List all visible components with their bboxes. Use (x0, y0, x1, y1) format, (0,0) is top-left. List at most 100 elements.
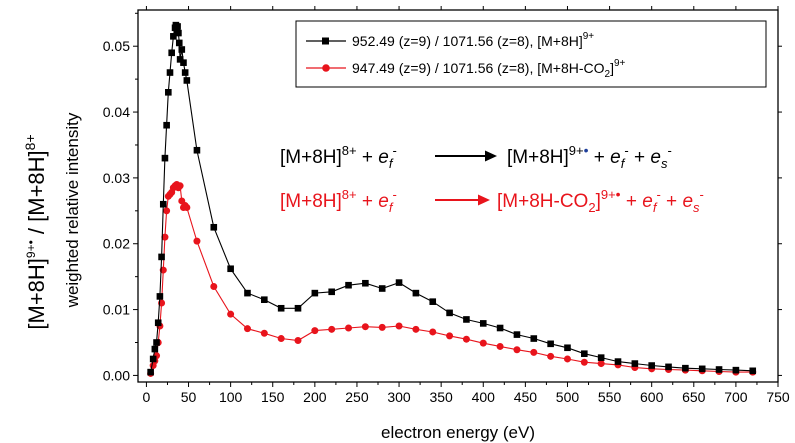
x-tick-label: 350 (429, 389, 453, 405)
x-tick-label: 50 (181, 389, 197, 405)
data-point (361, 323, 369, 331)
data-point (513, 346, 521, 354)
legend-marker-black (322, 37, 329, 45)
data-point (294, 337, 302, 345)
x-tick-label: 750 (766, 389, 790, 405)
data-point (597, 354, 605, 361)
data-point (513, 331, 521, 338)
data-point (547, 340, 554, 348)
data-point (732, 366, 740, 374)
data-point (446, 332, 454, 340)
annotation1-right: [M+8H]9+• + ef- + es- (507, 142, 672, 171)
data-point (378, 285, 386, 292)
data-point (159, 200, 167, 208)
data-point (227, 265, 234, 273)
x-tick-label: 700 (724, 389, 748, 405)
legend-label-red: 947.49 (z=9) / 1071.56 (z=8), [M+8H-CO2]… (352, 58, 626, 80)
annotation2-right: [M+8H-CO2]9+• + ef- + es- (497, 186, 704, 215)
data-point (412, 325, 420, 333)
data-point (395, 322, 403, 330)
data-point (597, 360, 605, 368)
data-point (328, 325, 336, 333)
data-point (174, 23, 181, 30)
data-point (682, 364, 689, 372)
legend: 952.49 (z=9) / 1071.56 (z=8), [M+8H]9+ 9… (295, 20, 767, 88)
data-point (294, 304, 302, 312)
data-point (530, 348, 538, 356)
data-point (698, 365, 706, 373)
legend-label-red-tail: ] (610, 60, 614, 76)
data-point (395, 279, 403, 286)
data-point (462, 335, 470, 343)
data-point (180, 59, 187, 66)
outer-ylabel-sup2: 8+ (22, 134, 38, 150)
data-point (176, 56, 184, 63)
y-tick-label: 0.03 (103, 170, 130, 186)
plot-frame (137, 9, 779, 383)
legend-label-black-sup: 9+ (583, 31, 595, 42)
data-point (158, 253, 165, 261)
annotation1-left: [M+8H]8+ + ef- (280, 143, 397, 171)
x-tick-label: 500 (556, 389, 580, 405)
legend-box (295, 20, 767, 88)
data-point (161, 154, 169, 162)
data-point (163, 121, 170, 129)
x-tick-label: 400 (472, 389, 496, 405)
data-point (648, 362, 655, 369)
x-tick-label: 250 (345, 389, 369, 405)
data-point (429, 298, 437, 305)
y-tick-label: 0.00 (103, 367, 130, 383)
data-point (227, 310, 235, 318)
data-point (362, 279, 369, 287)
annotation2-arrow-head (478, 194, 490, 206)
data-point (165, 89, 172, 96)
data-point (183, 204, 191, 212)
x-tick-label: 450 (514, 389, 538, 405)
data-point (580, 358, 588, 366)
data-point (311, 289, 319, 297)
series-layer (147, 21, 757, 377)
data-point (463, 316, 470, 323)
outer-ylabel-sup1: 9+• (24, 240, 38, 258)
outer-ylabel-slash: / (24, 222, 49, 240)
y-axis-title: weighted relative intensity (63, 112, 82, 308)
series-line (150, 183, 753, 374)
outer-ylabel-part2: [M+8H] (24, 150, 49, 222)
data-point (277, 304, 285, 312)
annotation-reaction-1: [M+8H]8+ + ef- [M+8H]9+• + ef- + es- (280, 142, 672, 171)
legend-label-black: 952.49 (z=9) / 1071.56 (z=8), [M+8H]9+ (352, 31, 594, 49)
data-point (378, 323, 386, 331)
data-point (156, 293, 164, 300)
data-point (168, 49, 175, 57)
y-tick-label: 0.01 (103, 302, 130, 318)
data-point (175, 39, 183, 47)
data-point (193, 237, 201, 245)
data-point (311, 327, 319, 335)
data-point (170, 33, 177, 40)
data-point (547, 352, 555, 360)
data-point (496, 324, 504, 332)
data-point (631, 360, 639, 367)
data-point (181, 69, 189, 76)
data-point (277, 335, 285, 343)
data-point (183, 77, 191, 84)
data-point (328, 288, 335, 296)
legend-label-red-sup: 9+ (614, 58, 626, 69)
data-point (260, 329, 268, 337)
data-point (163, 207, 171, 215)
data-point (154, 319, 162, 327)
data-point (175, 29, 182, 37)
y-tick-label: 0.02 (103, 236, 130, 252)
data-point (715, 366, 723, 373)
outer-y-axis-label: [M+8H]9+• / [M+8H]8+ (22, 134, 49, 329)
data-point (429, 328, 437, 336)
annotation-reaction-2: [M+8H]8+ + ef- [M+8H-CO2]9+• + ef- + es- (280, 186, 704, 215)
data-point (614, 358, 622, 365)
data-point (147, 368, 154, 376)
data-point (665, 363, 672, 371)
legend-label-red-main: 947.49 (z=9) / 1071.56 (z=8), [M+8H-CO (352, 60, 605, 76)
data-point (210, 283, 218, 291)
data-point (479, 320, 487, 327)
x-axis-title: electron energy (eV) (381, 423, 535, 442)
x-tick-label: 150 (261, 389, 285, 405)
